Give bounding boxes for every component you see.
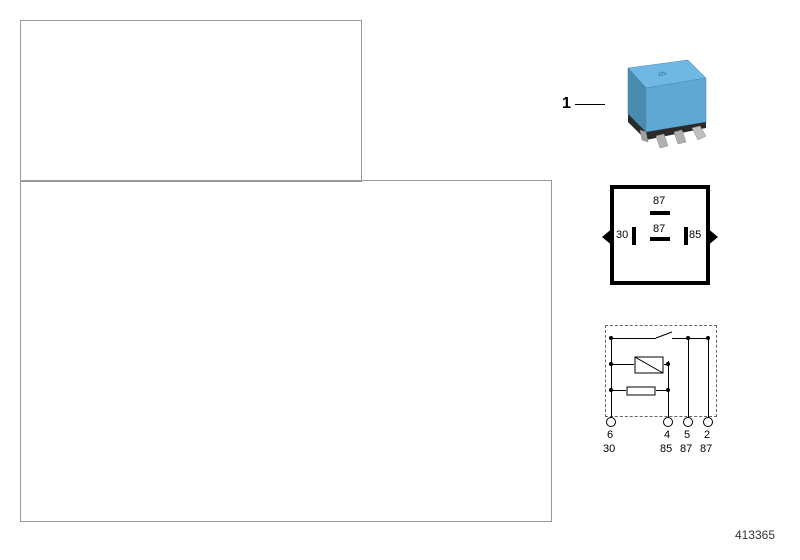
sch-wire-vr2 xyxy=(688,338,689,404)
term-pin-3: 87 xyxy=(680,443,692,455)
pin-slot-87-mid xyxy=(650,237,670,241)
callout-line-1 xyxy=(575,104,605,105)
sch-wire-top-left xyxy=(611,338,656,339)
pin-slot-30 xyxy=(632,227,636,245)
sch-terminal-4 xyxy=(703,417,713,427)
pin-label-85: 85 xyxy=(689,229,701,241)
schematic-diagram: 6 4 5 2 30 85 87 87 xyxy=(605,325,717,417)
term-pin-2: 85 xyxy=(660,443,672,455)
part-number: 413365 xyxy=(735,528,775,542)
sch-coil xyxy=(634,356,664,374)
sch-node-res-l xyxy=(609,388,613,392)
pin-box: 87 30 87 85 xyxy=(610,185,710,285)
relay-svg: 12V xyxy=(608,50,718,160)
callout-label-1: 1 xyxy=(562,95,571,113)
pin-slot-85 xyxy=(684,227,688,245)
sch-wire-vleft xyxy=(611,338,612,404)
term-num-1: 6 xyxy=(607,429,613,441)
sch-wire-top-right xyxy=(672,338,708,339)
sch-terminal-3 xyxy=(683,417,693,427)
sch-node-coil-l xyxy=(609,362,613,366)
sch-node-res-r xyxy=(666,388,670,392)
pin-label-30: 30 xyxy=(616,229,628,241)
pin-label-87-mid: 87 xyxy=(653,223,665,235)
pin-slot-87-top xyxy=(650,211,670,215)
relay-component: 12V xyxy=(608,50,718,165)
term-num-2: 4 xyxy=(664,429,670,441)
sch-wire-bot-2 xyxy=(668,404,669,418)
sch-terminal-2 xyxy=(663,417,673,427)
sch-node-coil-r xyxy=(666,362,670,366)
schematic-box xyxy=(605,325,717,417)
term-num-4: 2 xyxy=(704,429,710,441)
term-pin-4: 87 xyxy=(700,443,712,455)
sch-wire-vr3 xyxy=(708,338,709,404)
term-pin-1: 30 xyxy=(603,443,615,455)
top-frame xyxy=(20,20,362,182)
pin-diagram: 87 30 87 85 xyxy=(610,185,710,285)
sch-terminal-1 xyxy=(606,417,616,427)
sch-switch xyxy=(654,330,674,342)
pin-label-87-top: 87 xyxy=(653,195,665,207)
sch-resistor xyxy=(626,386,656,396)
bottom-frame xyxy=(20,180,552,522)
term-num-3: 5 xyxy=(684,429,690,441)
pin-tab-left xyxy=(602,227,614,247)
sch-wire-vr1 xyxy=(668,361,669,404)
sch-wire-res-l xyxy=(611,390,626,391)
sch-wire-coil-l xyxy=(611,364,634,365)
sch-wire-bot-1 xyxy=(611,404,612,418)
pin-tab-right xyxy=(706,227,718,247)
sch-wire-bot-3 xyxy=(688,404,689,418)
sch-wire-bot-4 xyxy=(708,404,709,418)
